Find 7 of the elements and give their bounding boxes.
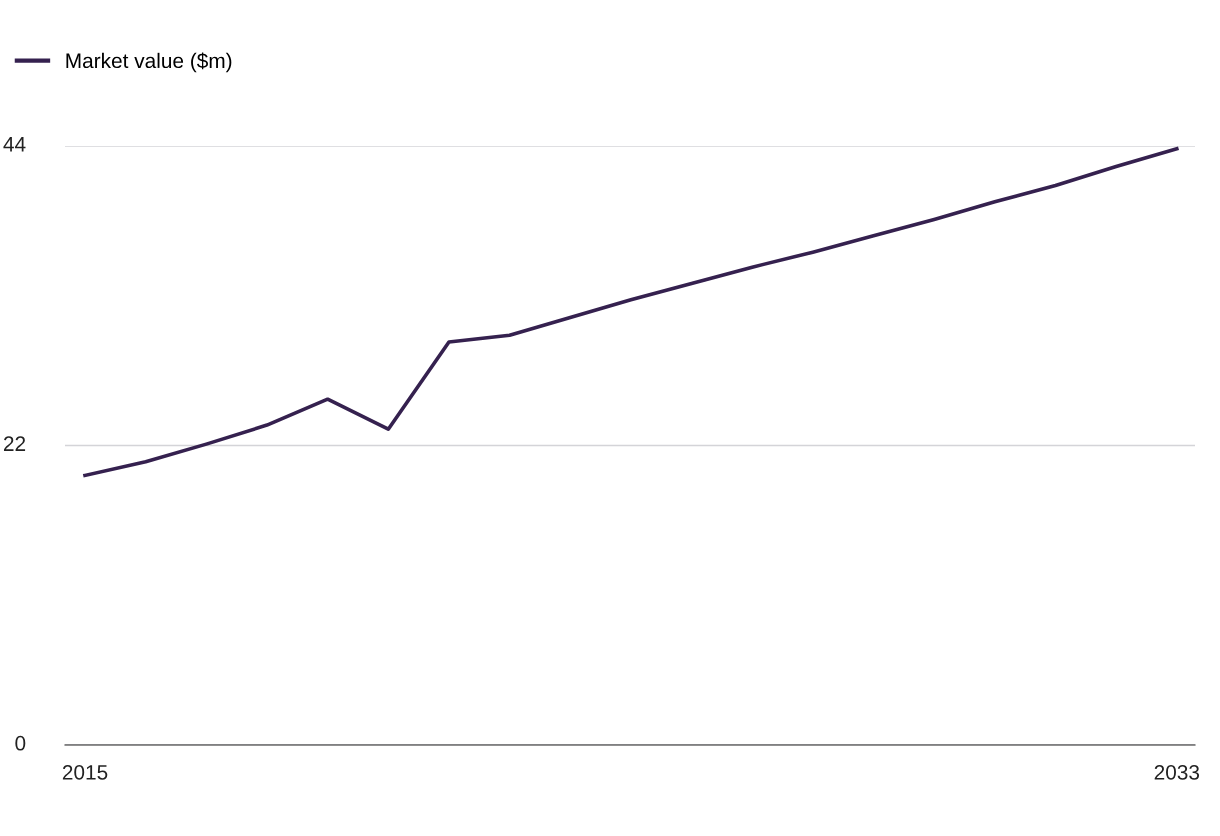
y-tick-label: 0 bbox=[15, 735, 26, 751]
line-series bbox=[83, 146, 1179, 478]
x-tick-label: 2015 bbox=[62, 764, 108, 780]
x-tick-label: 2033 bbox=[1154, 764, 1200, 780]
legend-label: Market value ($m) bbox=[66, 52, 232, 73]
y-tick-label: 22 bbox=[3, 436, 26, 451]
y-tick-label: 44 bbox=[3, 137, 26, 152]
